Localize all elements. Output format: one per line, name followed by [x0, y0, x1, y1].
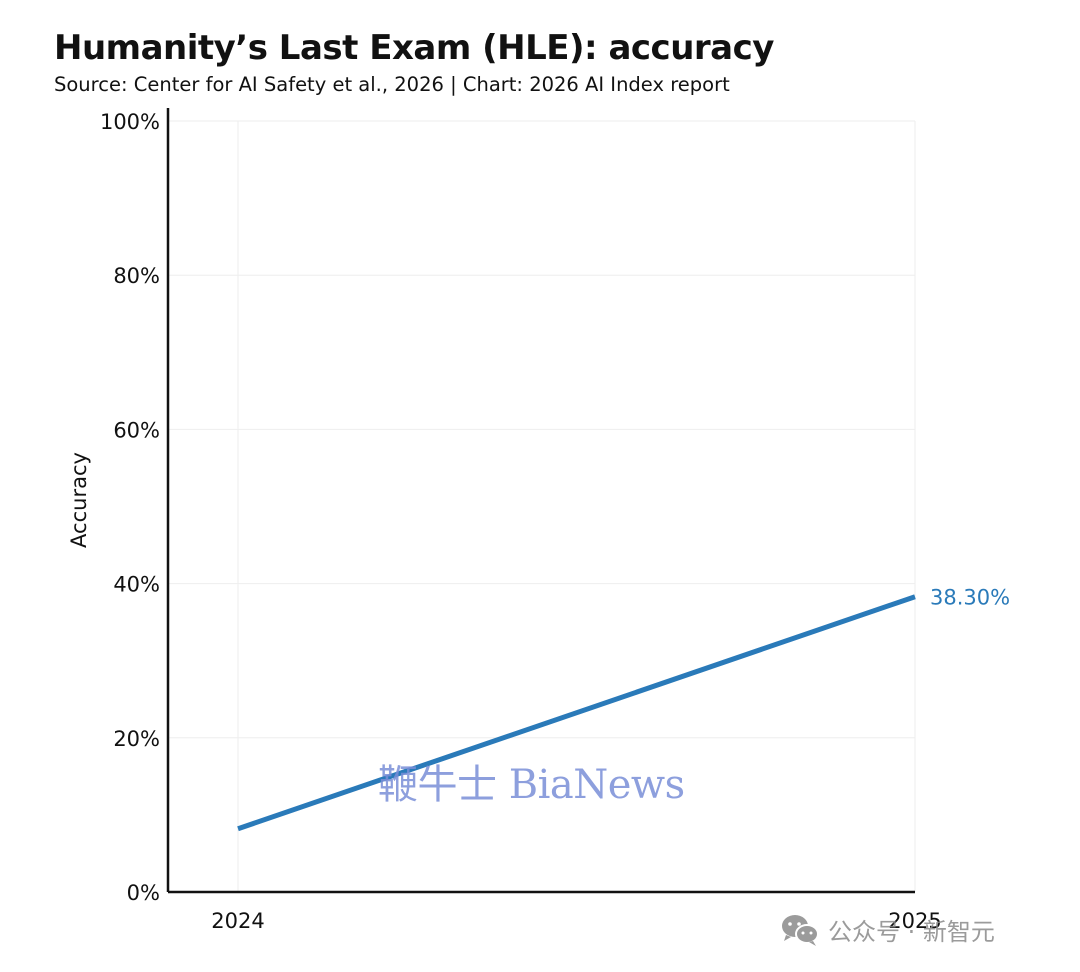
- x-tick-label: 2025: [888, 909, 941, 933]
- y-tick-label: 60%: [113, 418, 160, 442]
- chart-title: Humanity’s Last Exam (HLE): accuracy: [54, 28, 774, 68]
- series-line: [237, 594, 916, 832]
- y-axis-title: Accuracy: [67, 452, 91, 548]
- tick-labels: 0% 20% 40% 60% 80% 100% 2024 2025: [100, 110, 942, 933]
- wechat-watermark: 公众号 · 新智元: [780, 912, 995, 947]
- wechat-watermark-text: 公众号 · 新智元: [828, 918, 995, 946]
- gridlines: [168, 120, 916, 892]
- end-value-label: 38.30%: [930, 586, 1010, 610]
- y-tick-label: 80%: [113, 264, 160, 288]
- wechat-icon: [782, 914, 819, 946]
- y-tick-label: 20%: [113, 727, 160, 751]
- y-tick-label: 100%: [100, 110, 160, 134]
- bianews-watermark: 鞭牛士 BiaNews: [378, 762, 685, 808]
- y-tick-label: 0%: [127, 881, 160, 905]
- x-tick-label: 2024: [211, 909, 264, 933]
- series-layer: 38.30%: [237, 586, 1010, 832]
- y-tick-label: 40%: [113, 573, 160, 597]
- chart-subtitle: Source: Center for AI Safety et al., 202…: [54, 73, 730, 96]
- axes: [166, 108, 915, 894]
